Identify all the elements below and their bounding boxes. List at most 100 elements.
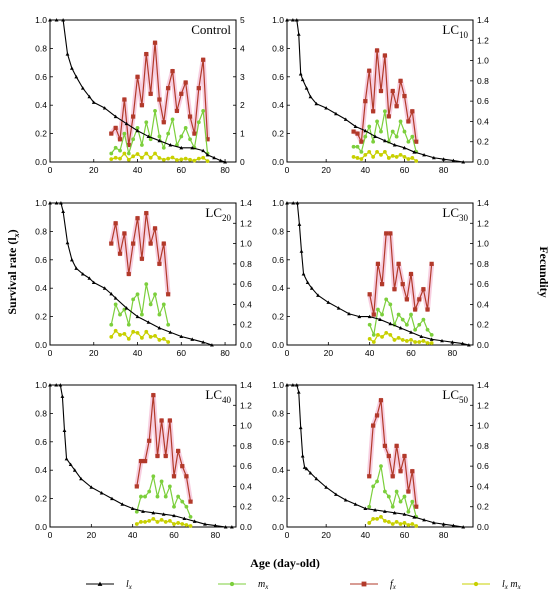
lxmx-point <box>109 157 114 162</box>
lx-point <box>343 498 348 502</box>
fx-point <box>390 88 395 94</box>
lx-point <box>412 515 417 519</box>
y-tick-label: 1.0 <box>35 380 47 390</box>
x-tick-label: 0 <box>285 530 290 540</box>
panel-title: LC30 <box>442 205 468 223</box>
y-axis-title-left: Survival rate (lx) <box>5 229 21 314</box>
lx-line <box>287 384 464 528</box>
lxmx-point <box>180 522 185 526</box>
y2-tick-label: 0.6 <box>240 461 252 471</box>
plot-frame <box>286 202 474 346</box>
lx-point <box>182 516 187 520</box>
lxmx-point <box>367 337 372 341</box>
mx-point <box>172 504 176 509</box>
lxmx-point <box>126 157 131 162</box>
lx-point <box>305 280 310 285</box>
lx-point <box>69 66 74 70</box>
fx-point <box>386 453 391 459</box>
y-tick-label: 0.4 <box>272 283 284 293</box>
mx-point <box>144 282 149 287</box>
lx-point <box>213 523 218 528</box>
mx-point <box>184 504 189 509</box>
plot-frame <box>49 202 237 346</box>
mx-point <box>109 322 114 327</box>
y2-tick-label: 1.2 <box>240 218 252 228</box>
lxmx-point <box>135 152 140 156</box>
lx-point <box>294 383 299 387</box>
lx-point <box>68 462 73 467</box>
y-tick-label: 0.0 <box>272 340 284 350</box>
mx-point <box>139 494 143 499</box>
lx-point <box>65 52 70 56</box>
y-tick-label: 0.0 <box>35 522 47 532</box>
x-tick-label: 40 <box>361 165 371 175</box>
lxmx-point <box>392 338 397 342</box>
lx-point <box>91 280 96 285</box>
mx-point <box>404 322 409 327</box>
fx-point <box>413 307 418 312</box>
fx-point <box>367 68 372 73</box>
mx-point <box>359 149 364 154</box>
lxmx-point <box>140 155 144 160</box>
lx-point <box>308 94 313 99</box>
fx-point <box>188 499 193 504</box>
legend-item-fx: fx <box>350 579 397 591</box>
y2-tick-label: 1.2 <box>477 400 489 410</box>
lx-line <box>50 202 213 346</box>
y2-tick-label: 1.4 <box>477 198 489 208</box>
lxmx-point <box>386 520 391 524</box>
mx-point <box>140 312 144 317</box>
series-lx <box>285 201 471 347</box>
fx-point <box>388 231 393 236</box>
y2-tick-label: 1.4 <box>240 380 252 390</box>
y2-tick-label: 0.2 <box>477 502 489 512</box>
lx-point <box>141 509 145 513</box>
fx-point <box>367 474 372 479</box>
fx-point <box>142 458 148 464</box>
mx-point <box>148 302 153 307</box>
lx-point <box>301 272 306 276</box>
lx-point <box>168 330 173 334</box>
legend-marker <box>97 581 103 586</box>
lx-point <box>290 383 295 387</box>
lx-point <box>223 525 228 529</box>
lx-point <box>120 502 125 506</box>
lx-point <box>363 128 368 133</box>
x-tick-label: 60 <box>177 165 187 175</box>
mx-point <box>394 489 399 494</box>
panel-title: LC20 <box>205 205 231 223</box>
lx-point <box>229 525 234 529</box>
lx-point <box>373 508 378 512</box>
lxmx-point <box>413 340 418 344</box>
y-tick-label: 0.2 <box>35 129 47 139</box>
lxmx-point <box>355 156 360 160</box>
lxmx-point <box>163 520 168 524</box>
fx-point <box>421 287 426 292</box>
legend-label: lx <box>126 579 133 591</box>
fx-point <box>157 261 162 266</box>
x-tick-label: 0 <box>48 530 53 540</box>
series-fx <box>367 231 434 317</box>
fx-point <box>402 93 407 99</box>
lxmx-point <box>118 156 122 161</box>
lxmx-point <box>410 522 415 526</box>
series-lx <box>48 383 234 529</box>
fx-glow <box>134 392 194 503</box>
lxmx-point <box>196 156 201 161</box>
fx-point <box>378 88 384 94</box>
lx-point <box>79 476 83 481</box>
fx-point <box>390 474 395 479</box>
y-tick-label: 1.0 <box>35 198 47 208</box>
fx-point <box>410 109 415 114</box>
series-fx <box>109 211 171 297</box>
y-tick-label: 0.8 <box>35 226 47 236</box>
lx-line <box>287 202 469 346</box>
lxmx-point <box>409 338 413 342</box>
y2-tick-label: 1.0 <box>477 239 489 249</box>
x-tick-label: 40 <box>133 348 143 358</box>
lxmx-point <box>175 158 179 162</box>
lx-point <box>157 138 162 143</box>
y-axis-title-right: Fecundity <box>537 246 550 297</box>
y-tick-label: 0.8 <box>272 226 284 236</box>
y2-tick-label: 0.2 <box>240 320 252 330</box>
